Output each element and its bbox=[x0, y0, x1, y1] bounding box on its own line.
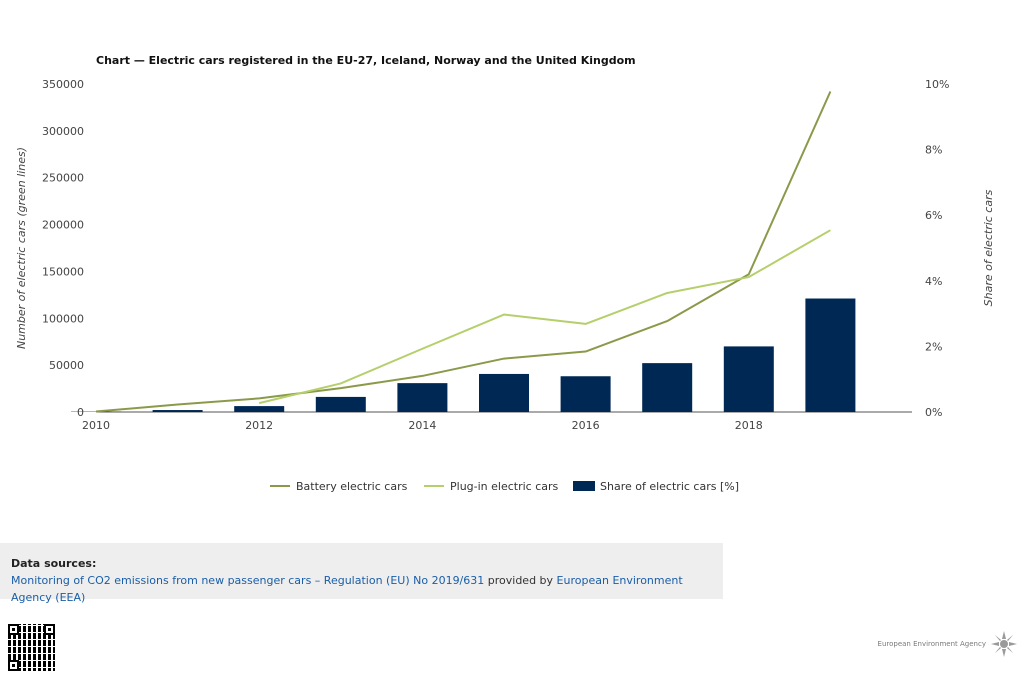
y-right-tick-label: 6% bbox=[925, 209, 942, 222]
axes: 0 50000 100000 150000 200000 250000 300000 3500… bbox=[15, 78, 995, 432]
share-bar bbox=[723, 346, 774, 412]
legend: Battery electric cars Plug-in electric ca… bbox=[270, 480, 739, 493]
x-tick-label: 2010 bbox=[82, 419, 110, 432]
y-left-axis-title: Number of electric cars (green lines) bbox=[15, 147, 28, 349]
share-bar bbox=[234, 406, 285, 412]
share-bar bbox=[315, 396, 366, 412]
legend-label-plug-in-electric-cars: Plug-in electric cars bbox=[450, 480, 559, 493]
plug-in-electric-cars-line bbox=[258, 229, 831, 405]
x-tick-label: 2016 bbox=[572, 419, 600, 432]
y-right-tick-label: 4% bbox=[925, 275, 942, 288]
y-left-tick-label: 200000 bbox=[42, 219, 84, 232]
legend-label-share-of-electric-cars: Share of electric cars [%] bbox=[600, 480, 739, 493]
y-left-tick-label: 300000 bbox=[42, 125, 84, 138]
data-sources-panel: Data sources: Monitoring of CO2 emission… bbox=[0, 543, 723, 604]
share-bar bbox=[805, 298, 856, 412]
eea-logo-icon bbox=[991, 631, 1017, 657]
eea-logo: European Environment Agency bbox=[878, 630, 1018, 658]
source-provided-by: provided by bbox=[484, 574, 557, 587]
qr-code bbox=[8, 624, 55, 671]
line-series bbox=[95, 91, 832, 413]
y-left-tick-label: 0 bbox=[77, 406, 84, 419]
share-bar bbox=[152, 410, 203, 412]
source-link-co2-monitoring[interactable]: Monitoring of CO2 emissions from new pas… bbox=[11, 574, 485, 587]
y-left-tick-label: 150000 bbox=[42, 265, 84, 278]
eea-logo-text: European Environment Agency bbox=[877, 640, 986, 648]
share-bar bbox=[560, 376, 611, 412]
y-left-tick-label: 50000 bbox=[49, 359, 84, 372]
legend-swatch-share-of-electric-cars bbox=[573, 481, 595, 491]
share-bar bbox=[479, 373, 529, 412]
share-bar bbox=[397, 383, 448, 412]
x-tick-label: 2012 bbox=[245, 419, 273, 432]
chart-title: Chart — Electric cars registered in the … bbox=[96, 54, 636, 67]
data-sources-title: Data sources: bbox=[11, 557, 97, 570]
y-right-tick-label: 8% bbox=[925, 144, 942, 157]
source-link-eea[interactable]: European Environment Agency (EEA) bbox=[11, 574, 683, 604]
share-bar bbox=[642, 363, 693, 412]
chart: Chart — Electric cars registered in the … bbox=[15, 54, 995, 493]
y-right-tick-label: 2% bbox=[925, 340, 942, 353]
x-tick-label: 2018 bbox=[735, 419, 763, 432]
y-left-tick-label: 250000 bbox=[42, 172, 84, 185]
battery-electric-cars-line bbox=[95, 91, 832, 413]
y-right-axis-title: Share of electric cars bbox=[982, 189, 995, 306]
y-left-tick-label: 100000 bbox=[42, 312, 84, 325]
legend-label-battery-electric-cars: Battery electric cars bbox=[296, 480, 408, 493]
y-right-tick-label: 0% bbox=[925, 406, 942, 419]
x-tick-label: 2014 bbox=[408, 419, 436, 432]
bar-series bbox=[71, 298, 856, 412]
y-right-tick-label: 10% bbox=[925, 78, 949, 91]
y-left-tick-label: 350000 bbox=[42, 78, 84, 91]
